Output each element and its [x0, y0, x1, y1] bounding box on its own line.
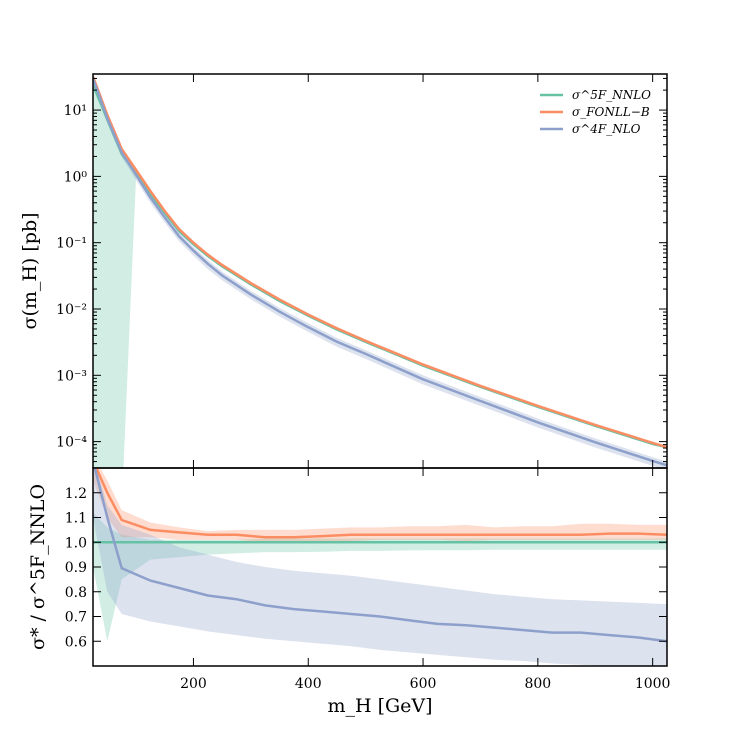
cross-section-panel: 10¹ 10⁰ 10⁻¹ 10⁻² 10⁻³ 10⁻⁴ σ(m_H) [pb]: [19, 73, 668, 469]
bottom-ytick-label: 1.1: [65, 511, 87, 527]
legend: σ^5F_NNLO σ_FONLL−B σ^4F_NLO: [540, 88, 651, 136]
xtick-label: 600: [410, 676, 437, 692]
top-ytick-label: 10⁰: [64, 169, 88, 185]
bottom-ytick-label: 1.2: [65, 486, 87, 502]
bottom-ytick-label: 0.7: [65, 610, 87, 626]
xlabel: m_H [GeV]: [327, 695, 432, 717]
band-bottom-nnlo5f: [93, 512, 667, 642]
bottom-ytick-label: 0.9: [65, 560, 87, 576]
bottom-ytick-label: 0.6: [65, 634, 87, 650]
band-top-nnlo5f: [93, 80, 667, 468]
bottom-ylabel: σ* / σ^5F_NNLO: [27, 484, 49, 650]
line-top-fonll: [93, 76, 667, 449]
line-bottom-fonll: [94, 468, 667, 539]
top-ytick-label: 10⁻⁴: [56, 435, 87, 451]
top-ytick-label: 10⁻¹: [56, 236, 87, 252]
legend-label-nnlo5f: σ^5F_NNLO: [572, 88, 651, 102]
line-top-nnlo5f: [93, 84, 667, 449]
xtick-label: 200: [180, 676, 207, 692]
top-ytick-label: 10⁻³: [56, 368, 87, 384]
top-ylabel: σ(m_H) [pb]: [19, 212, 41, 329]
band-bottom-fonll: [93, 468, 667, 543]
top-ytick-label: 10¹: [64, 103, 87, 119]
line-top-nlo4f: [93, 77, 667, 467]
bottom-ytick-label: 0.8: [65, 585, 87, 601]
xtick-label: 1000: [635, 676, 671, 692]
legend-label-fonll: σ_FONLL−B: [572, 105, 650, 119]
top-ytick-label: 10⁻²: [56, 302, 87, 318]
xtick-label: 800: [524, 676, 551, 692]
line-bottom-nlo4f: [93, 468, 667, 643]
band-bottom-nlo4f: [93, 468, 667, 666]
bottom-ytick-label: 1.0: [65, 535, 87, 551]
xtick-label: 400: [295, 676, 322, 692]
legend-label-nlo4f: σ^4F_NLO: [572, 122, 641, 136]
ratio-panel: 0.6 0.7 0.8 0.9 1.0 1.1 1.2 200 400 600 800 1000 σ* …: [27, 467, 671, 717]
